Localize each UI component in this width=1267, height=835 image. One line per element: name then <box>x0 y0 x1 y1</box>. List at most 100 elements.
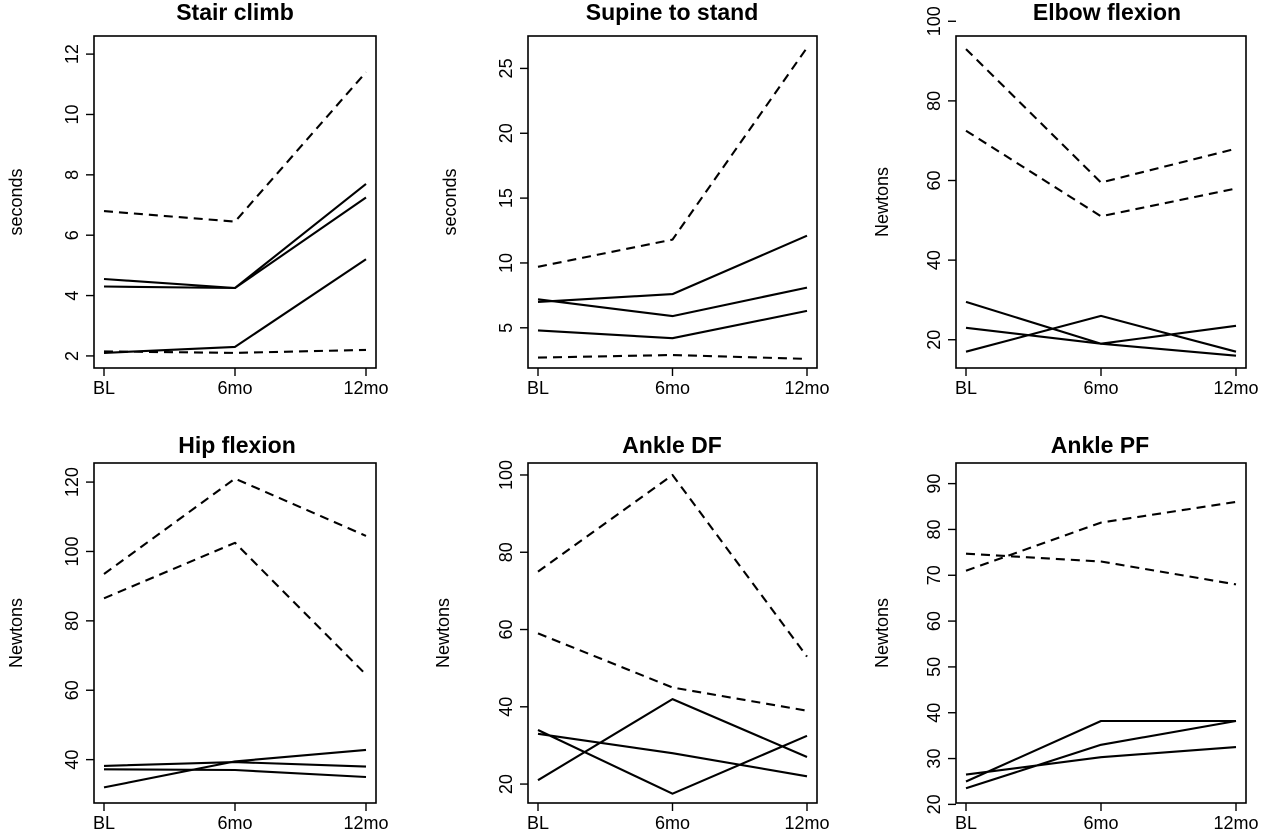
solid-series-line-5 <box>103 258 367 354</box>
x-tick-label: 12mo <box>784 813 829 830</box>
dashed-series-line-2 <box>965 129 1237 218</box>
dashed-series-line-2 <box>965 552 1237 586</box>
chart-title: Ankle DF <box>622 432 722 458</box>
solid-series-line-4 <box>537 729 808 795</box>
y-tick-label: 20 <box>924 794 944 814</box>
chart-svg: Stair climb 2 4 6 8 10 12 BL 6mo 12mo seconds <box>6 0 389 398</box>
plot-frame <box>955 462 1247 804</box>
chart-title: Stair climb <box>176 0 294 25</box>
y-tick-label: 60 <box>62 680 82 700</box>
y-tick-label: 10 <box>496 253 516 273</box>
chart-panel-elbow-flexion: Elbow flexion 20 40 60 80 100 BL 6mo 12mo Newtons <box>850 0 1267 415</box>
x-tick-label: 12mo <box>343 378 388 398</box>
dashed-series-line-2 <box>103 541 367 676</box>
y-tick-label: 80 <box>924 519 944 539</box>
chart-svg: Ankle DF 20 40 60 80 100 BL 6mo 12mo Newtons <box>433 432 830 833</box>
chart-title: Hip flexion <box>178 432 296 458</box>
solid-series-line-5 <box>537 732 808 778</box>
dashed-series-line-2 <box>537 353 808 360</box>
solid-series-line-3 <box>537 698 808 782</box>
x-tick-label: BL <box>527 378 549 398</box>
chart-panel-ankle-pf: Ankle PF 20 30 40 50 60 70 80 90 BL 6mo 12mo Newtons <box>850 415 1267 833</box>
x-tick-label: 6mo <box>655 813 690 830</box>
dashed-series-line-1 <box>537 473 808 658</box>
y-tick-label: 40 <box>924 250 944 270</box>
chart-svg: Supine to stand 5 10 15 20 25 BL 6mo 12mo seconds <box>440 0 830 398</box>
y-tick-label: 100 <box>62 536 82 566</box>
solid-series-line-3 <box>103 183 367 290</box>
solid-series-line-3 <box>965 719 1236 783</box>
y-tick-label: 30 <box>924 749 944 769</box>
plot-frame <box>955 35 1247 369</box>
y-tick-label: 40 <box>924 703 944 723</box>
dashed-series-line-2 <box>537 632 808 712</box>
x-tick-label: 6mo <box>1083 378 1118 398</box>
y-tick-label: 4 <box>62 291 82 301</box>
y-tick-label: 100 <box>924 6 944 36</box>
solid-series-line-3 <box>103 761 367 768</box>
y-tick-label: 40 <box>62 750 82 770</box>
y-tick-label: 90 <box>924 474 944 494</box>
x-tick-label: 12mo <box>1213 813 1258 830</box>
solid-series-line-4 <box>103 768 367 779</box>
y-tick-label: 50 <box>924 657 944 677</box>
y-tick-label: 80 <box>62 611 82 631</box>
x-tick-label: BL <box>955 378 977 398</box>
plot-frame <box>93 35 377 369</box>
solid-series-line-4 <box>537 286 808 318</box>
y-tick-label: 20 <box>924 330 944 350</box>
plot-frame <box>527 462 818 804</box>
y-axis-label: Newtons <box>6 598 26 668</box>
chart-title: Elbow flexion <box>1033 0 1181 25</box>
solid-series-line-4 <box>965 719 1237 790</box>
x-tick-label: BL <box>93 378 115 398</box>
chart-panel-hip-flexion: Hip flexion 40 60 80 100 120 BL 6mo 12mo Newtons <box>0 415 410 833</box>
y-tick-label: 12 <box>62 44 82 64</box>
y-tick-label: 20 <box>496 774 516 794</box>
solid-series-line-3 <box>537 234 808 303</box>
chart-panel-ankle-df: Ankle DF 20 40 60 80 100 BL 6mo 12mo Newtons <box>420 415 840 833</box>
dashed-series-line-1 <box>965 500 1237 572</box>
chart-svg: Elbow flexion 20 40 60 80 100 BL 6mo 12mo Newtons <box>872 0 1259 398</box>
solid-series-line-5 <box>537 309 808 340</box>
chart-panel-supine-to-stand: Supine to stand 5 10 15 20 25 BL 6mo 12mo seconds <box>420 0 840 415</box>
y-tick-label: 6 <box>62 230 82 240</box>
y-tick-label: 15 <box>496 188 516 208</box>
dashed-series-line-2 <box>103 348 367 354</box>
dashed-series-line-1 <box>103 71 367 223</box>
chart-panel-stair-climb: Stair climb 2 4 6 8 10 12 BL 6mo 12mo seconds <box>0 0 410 415</box>
solid-series-line-4 <box>965 326 1237 357</box>
solid-series-line-3 <box>965 300 1237 345</box>
y-tick-label: 60 <box>924 611 944 631</box>
x-tick-label: 6mo <box>1083 813 1118 830</box>
chart-svg: Hip flexion 40 60 80 100 120 BL 6mo 12mo Newtons <box>6 432 389 833</box>
y-tick-label: 8 <box>62 170 82 180</box>
y-tick-label: 100 <box>496 460 516 490</box>
x-tick-label: 12mo <box>343 813 388 830</box>
solid-series-line-5 <box>965 746 1237 776</box>
y-tick-label: 20 <box>496 123 516 143</box>
y-tick-label: 80 <box>496 542 516 562</box>
y-axis-label: seconds <box>6 168 26 235</box>
y-axis-label: Newtons <box>872 167 892 237</box>
dashed-series-line-1 <box>103 477 367 575</box>
y-tick-label: 70 <box>924 565 944 585</box>
y-tick-label: 60 <box>496 620 516 640</box>
x-tick-label: 6mo <box>655 378 690 398</box>
x-tick-label: 12mo <box>784 378 829 398</box>
y-tick-label: 25 <box>496 58 516 78</box>
y-tick-label: 2 <box>62 351 82 361</box>
y-tick-label: 60 <box>924 170 944 190</box>
y-tick-label: 120 <box>62 467 82 497</box>
y-axis-label: seconds <box>440 168 460 235</box>
x-tick-label: 6mo <box>217 813 252 830</box>
chart-title: Ankle PF <box>1051 432 1149 458</box>
x-tick-label: 6mo <box>217 378 252 398</box>
y-tick-label: 40 <box>496 697 516 717</box>
solid-series-line-4 <box>103 196 367 290</box>
y-axis-label: Newtons <box>433 598 453 668</box>
y-tick-label: 80 <box>924 91 944 111</box>
x-tick-label: BL <box>955 813 977 830</box>
x-tick-label: 12mo <box>1213 378 1258 398</box>
dashed-series-line-1 <box>537 47 808 268</box>
